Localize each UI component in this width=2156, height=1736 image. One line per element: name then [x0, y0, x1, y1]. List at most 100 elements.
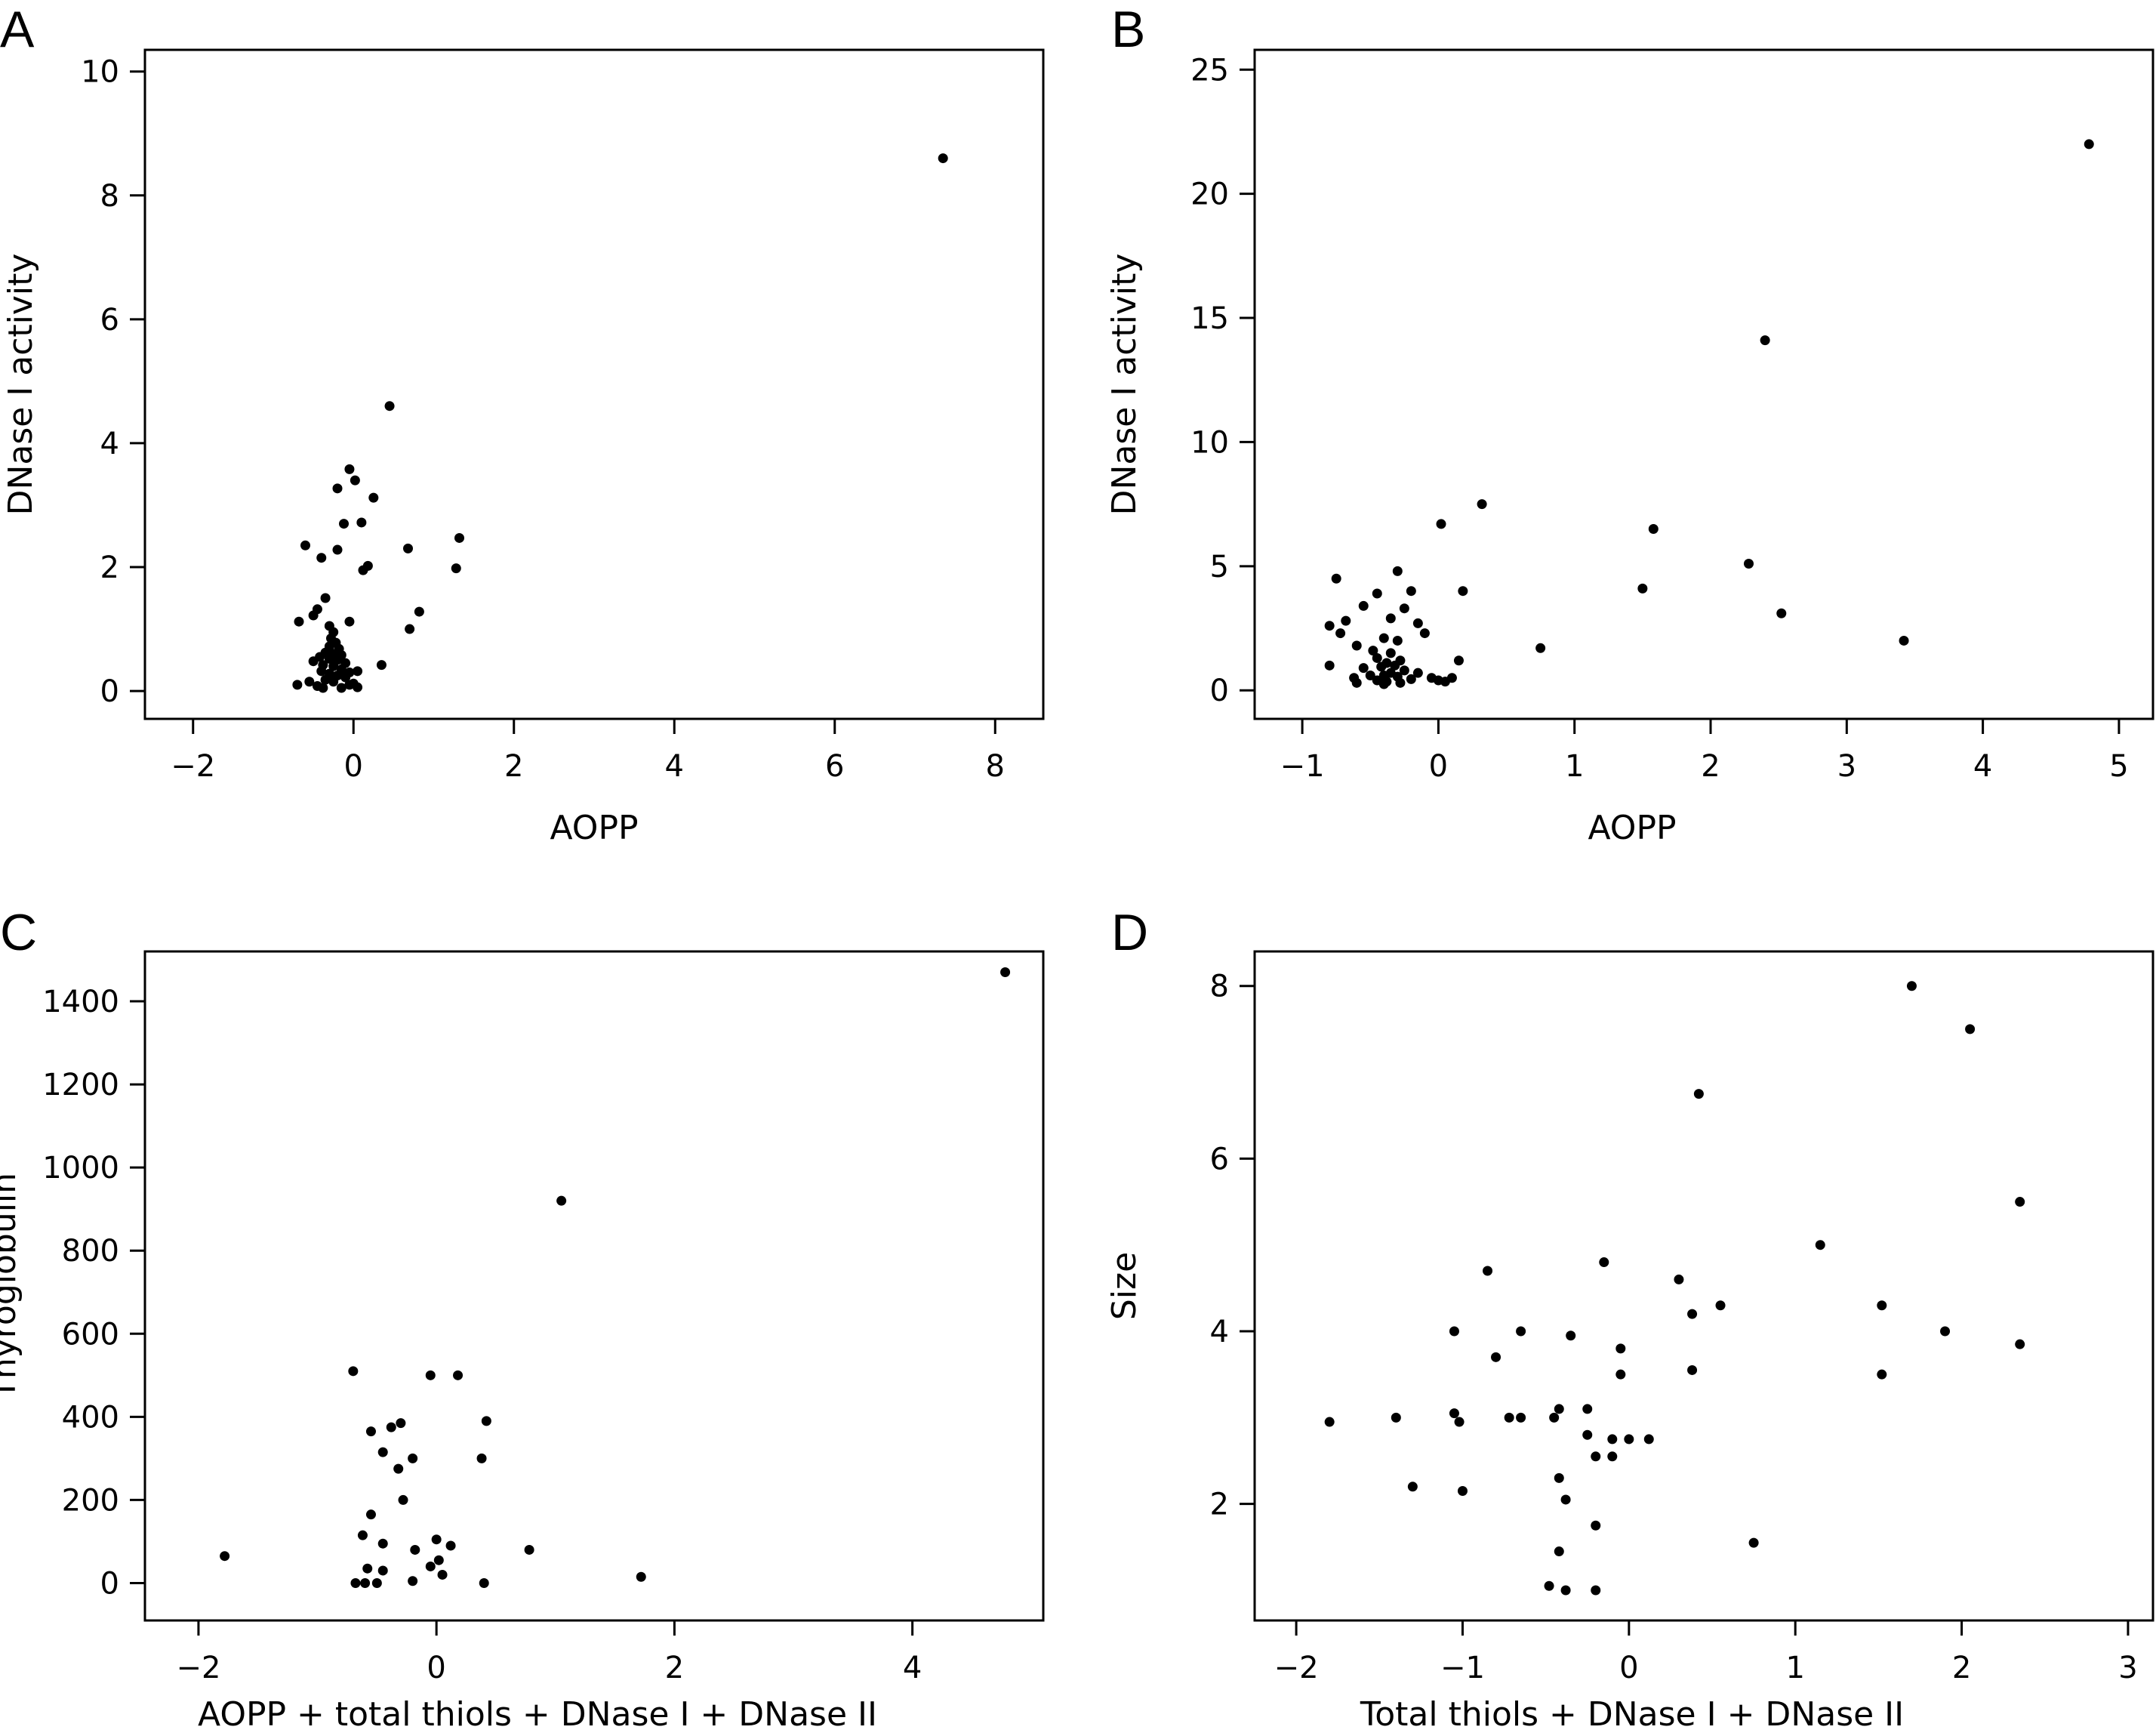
plot-frame-c — [143, 950, 1045, 1622]
data-point-c — [437, 1569, 448, 1580]
panel-label-a: A — [0, 1, 35, 58]
x-axis-b: −1 0 1 2 3 4 5 — [1280, 719, 2129, 784]
data-point-a — [368, 492, 379, 503]
x-tick-label-d: 3 — [2118, 1651, 2137, 1685]
data-point-d — [1624, 1434, 1634, 1445]
data-point-b — [1335, 628, 1346, 639]
y-tick-label-c: 200 — [62, 1483, 119, 1518]
data-point-a — [353, 666, 363, 677]
x-axis-title-b: AOPP — [1588, 809, 1676, 847]
data-point-a — [405, 624, 415, 634]
x-tick-label-d: −1 — [1440, 1651, 1485, 1685]
data-point-d — [1906, 981, 1917, 991]
data-point-c — [445, 1540, 456, 1551]
data-point-d — [1965, 1024, 1976, 1035]
x-tick-label-b: 1 — [1565, 749, 1584, 784]
data-point-a — [340, 672, 351, 683]
data-point-d — [1324, 1417, 1335, 1427]
data-point-b — [1368, 646, 1378, 656]
data-point-a — [356, 517, 367, 528]
data-point-b — [1385, 613, 1396, 624]
y-tick-label-c: 400 — [62, 1400, 119, 1435]
data-point-a — [308, 656, 319, 667]
plot-frame-d — [1253, 950, 2154, 1622]
data-point-c — [393, 1463, 404, 1474]
data-point-b — [1358, 600, 1369, 611]
data-point-d — [1554, 1546, 1564, 1557]
data-point-d — [1516, 1326, 1526, 1337]
data-point-c — [396, 1418, 406, 1429]
data-point-b — [1324, 621, 1335, 631]
data-points-a — [292, 153, 948, 693]
data-point-d — [1516, 1412, 1526, 1423]
x-tick-label-c: 4 — [903, 1651, 922, 1685]
data-point-b — [1372, 652, 1382, 663]
data-point-d — [1877, 1300, 1887, 1311]
data-point-c — [365, 1426, 376, 1437]
y-tick-label-c: 1200 — [42, 1068, 119, 1102]
data-point-a — [454, 532, 464, 543]
data-point-c — [398, 1494, 408, 1505]
data-point-b — [1358, 663, 1369, 674]
data-point-a — [332, 483, 343, 494]
data-point-d — [1815, 1240, 1825, 1250]
y-axis-d: 2 4 6 8 — [1210, 970, 1255, 1522]
data-point-c — [365, 1509, 376, 1520]
data-point-c — [377, 1447, 388, 1457]
data-point-b — [1453, 655, 1464, 666]
data-point-d — [1391, 1412, 1401, 1423]
data-point-d — [1544, 1580, 1554, 1591]
data-point-b — [1392, 635, 1403, 646]
data-point-d — [1591, 1585, 1601, 1596]
data-point-a — [403, 543, 413, 553]
data-point-a — [414, 606, 424, 617]
data-point-d — [1877, 1369, 1887, 1380]
data-point-c — [386, 1422, 396, 1432]
data-point-b — [1390, 660, 1400, 671]
x-tick-label-a: 6 — [825, 749, 844, 784]
data-point-a — [332, 544, 343, 555]
y-axis-title-a: DNase I activity — [2, 254, 40, 516]
data-point-c — [408, 1453, 418, 1463]
data-point-c — [350, 1577, 361, 1588]
data-point-b — [1412, 618, 1423, 628]
y-tick-label-b: 5 — [1210, 550, 1229, 584]
data-point-d — [1615, 1343, 1626, 1354]
data-point-c — [479, 1577, 489, 1588]
y-axis-title-d: Size — [1105, 1252, 1144, 1320]
data-point-b — [1399, 665, 1409, 676]
x-tick-label-d: 0 — [1619, 1651, 1638, 1685]
data-point-d — [1554, 1404, 1564, 1414]
data-point-a — [304, 677, 315, 687]
data-point-b — [1385, 648, 1396, 658]
data-point-a — [318, 683, 328, 693]
data-point-d — [2015, 1339, 2025, 1349]
data-point-d — [1407, 1482, 1418, 1492]
data-point-b — [1535, 643, 1546, 653]
plot-frame-b — [1253, 48, 2154, 720]
x-axis-a: −2 0 2 4 6 8 — [171, 719, 1005, 784]
data-point-b — [1648, 524, 1659, 535]
x-tick-label-d: 1 — [1785, 1651, 1804, 1685]
panel-label-c: C — [0, 904, 37, 961]
data-point-c — [1000, 967, 1011, 978]
data-point-a — [328, 677, 339, 687]
y-tick-label-d: 2 — [1210, 1488, 1229, 1522]
data-point-c — [377, 1565, 388, 1576]
y-axis-title-b: DNase I activity — [1105, 254, 1144, 516]
data-point-b — [1899, 635, 1909, 646]
data-point-a — [328, 661, 339, 671]
data-point-c — [360, 1577, 371, 1588]
data-point-c — [556, 1195, 567, 1206]
data-point-d — [1643, 1434, 1654, 1445]
x-tick-label-b: 4 — [1973, 749, 1992, 784]
data-point-b — [1440, 677, 1450, 687]
data-point-b — [1458, 586, 1468, 597]
y-tick-label-a: 10 — [81, 55, 119, 90]
x-tick-label-b: 2 — [1701, 749, 1720, 784]
data-point-d — [1599, 1257, 1609, 1268]
data-point-a — [451, 563, 461, 574]
x-tick-label-d: −2 — [1274, 1651, 1319, 1685]
data-point-a — [336, 683, 346, 693]
data-point-c — [408, 1576, 418, 1586]
